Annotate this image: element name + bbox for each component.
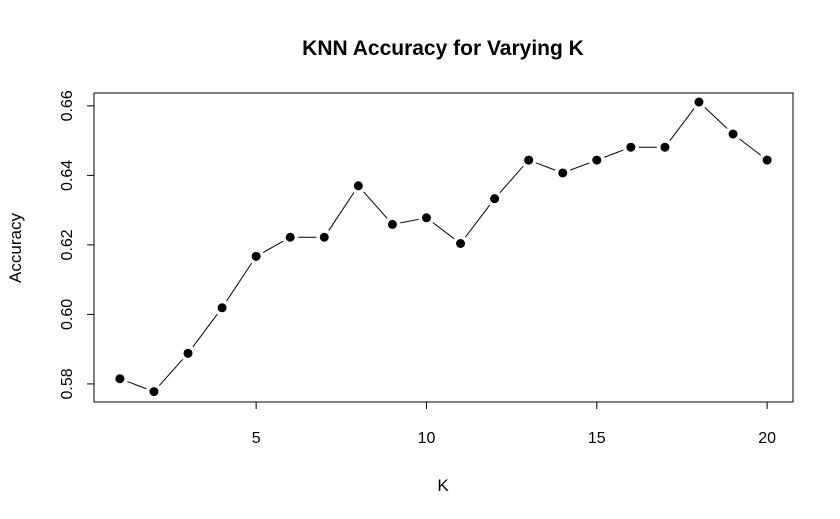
data-point bbox=[319, 232, 329, 242]
series-segment bbox=[604, 149, 624, 158]
y-tick-label: 0.62 bbox=[59, 229, 76, 260]
series-segment bbox=[363, 191, 388, 219]
y-tick-label: 0.66 bbox=[59, 90, 76, 121]
data-point bbox=[421, 213, 431, 223]
series-segment bbox=[570, 162, 590, 171]
data-point bbox=[115, 374, 125, 384]
data-point bbox=[524, 155, 534, 165]
series-segment bbox=[328, 192, 355, 231]
x-tick-label: 20 bbox=[758, 430, 776, 447]
plot-frame bbox=[93, 92, 794, 403]
series-segment bbox=[535, 162, 556, 171]
y-axis: 0.58 0.60 0.62 0.64 0.66 bbox=[59, 90, 94, 399]
series-segment bbox=[669, 108, 695, 142]
series-segment bbox=[400, 218, 419, 224]
data-point bbox=[728, 129, 738, 139]
data-points-group bbox=[115, 97, 772, 397]
series-segment bbox=[158, 358, 184, 386]
x-axis-label: K bbox=[437, 476, 449, 495]
series-segment bbox=[464, 204, 491, 238]
data-point bbox=[660, 142, 670, 152]
x-tick-label: 10 bbox=[418, 430, 436, 447]
data-point bbox=[592, 155, 602, 165]
y-tick-label: 0.64 bbox=[59, 160, 76, 191]
y-tick-label: 0.60 bbox=[59, 299, 76, 330]
data-point bbox=[285, 232, 295, 242]
series-segment bbox=[499, 165, 524, 193]
data-point bbox=[387, 219, 397, 229]
series-segment bbox=[192, 313, 218, 348]
data-point bbox=[558, 168, 568, 178]
data-point bbox=[456, 239, 466, 249]
series-segment bbox=[739, 138, 762, 156]
series-segment bbox=[704, 107, 728, 129]
series-line-group bbox=[127, 107, 762, 390]
data-point bbox=[353, 181, 363, 191]
x-tick-label: 5 bbox=[252, 430, 261, 447]
data-point bbox=[490, 194, 500, 204]
y-axis-label: Accuracy bbox=[6, 213, 25, 283]
y-tick-label: 0.58 bbox=[59, 368, 76, 399]
data-point bbox=[626, 142, 636, 152]
x-axis: 5 10 15 20 bbox=[252, 402, 776, 447]
series-segment bbox=[432, 222, 455, 240]
series-segment bbox=[127, 381, 147, 390]
chart-title: KNN Accuracy for Varying K bbox=[302, 37, 584, 60]
data-point bbox=[694, 97, 704, 107]
data-point bbox=[251, 251, 261, 261]
data-point bbox=[149, 387, 159, 397]
data-point bbox=[762, 155, 772, 165]
series-segment bbox=[262, 240, 284, 253]
data-point bbox=[217, 303, 227, 313]
x-tick-label: 15 bbox=[588, 430, 606, 447]
data-point bbox=[183, 348, 193, 358]
series-segment bbox=[226, 262, 253, 302]
